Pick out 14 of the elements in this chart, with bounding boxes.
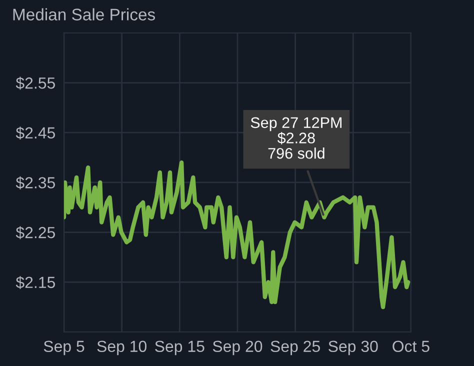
x-tick-label: Sep 25 xyxy=(270,340,320,356)
x-tick-label: Sep 20 xyxy=(212,340,262,356)
x-tick-label: Sep 30 xyxy=(328,340,378,356)
x-tick-label: Sep 5 xyxy=(44,340,84,356)
y-tick-label: $2.25 xyxy=(16,226,55,240)
y-tick-label: $2.15 xyxy=(16,276,55,290)
y-tick-label: $2.35 xyxy=(16,176,55,190)
x-tick-label: Oct 5 xyxy=(392,340,430,352)
y-tick-label: $2.55 xyxy=(16,76,55,90)
chart-title: Median Sale Prices xyxy=(13,8,155,20)
x-tick-label: Sep 10 xyxy=(97,340,147,356)
x-tick-label: Sep 15 xyxy=(155,340,204,356)
annotation: Sep 27 12PM $2.28 796 sold xyxy=(250,117,342,159)
y-tick-label: $2.45 xyxy=(16,126,55,140)
